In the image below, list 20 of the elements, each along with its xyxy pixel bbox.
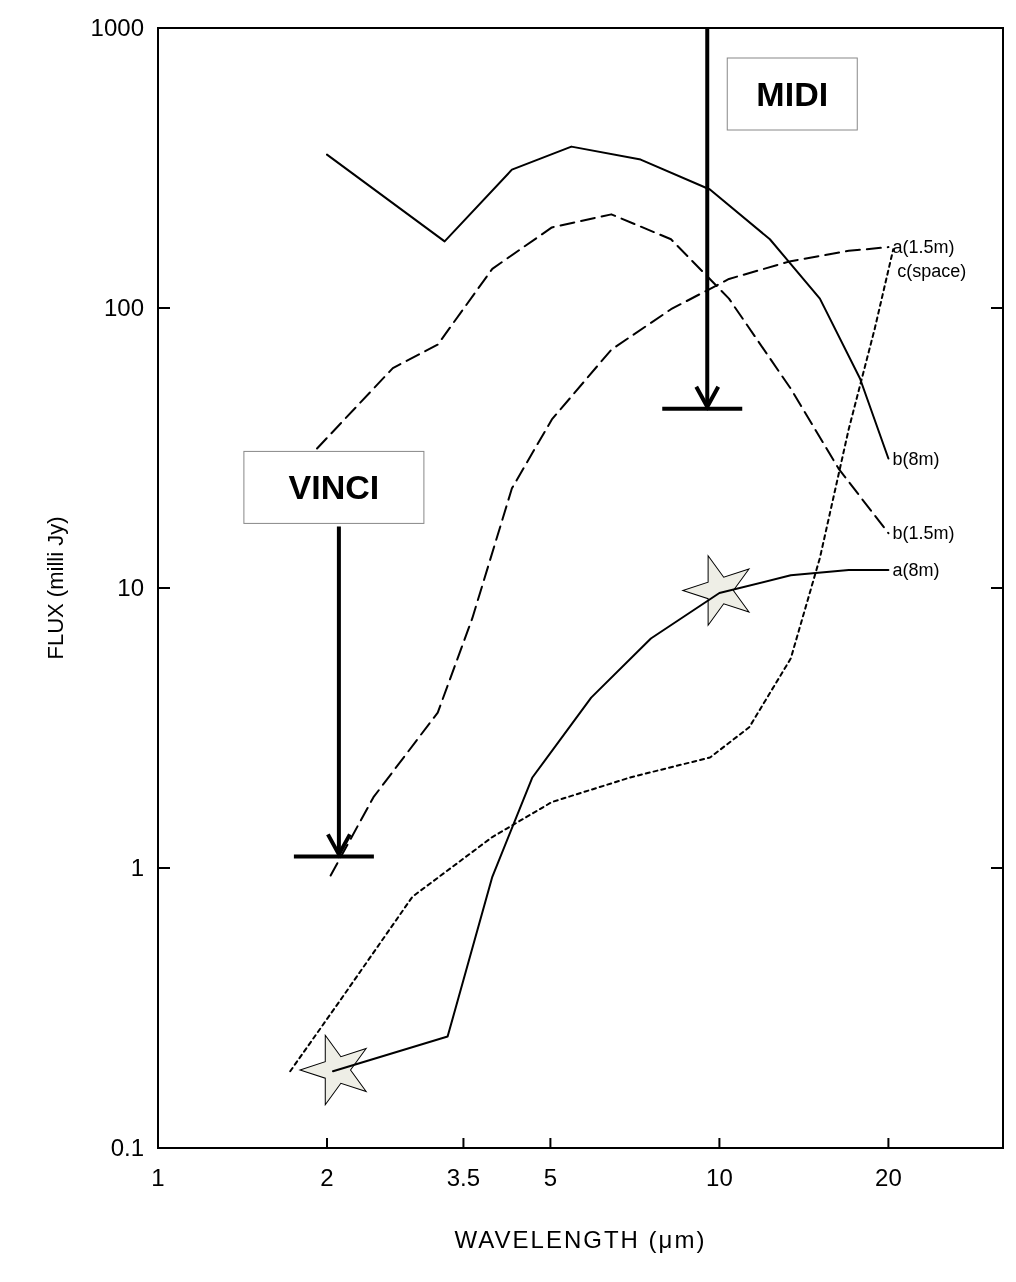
y-tick-label: 0.1 [110, 1134, 144, 1161]
series-label: a(1.5m) [892, 237, 955, 258]
annotation: VINCI [288, 468, 380, 507]
y-axis-title: FLUX (milli Jy) [43, 516, 68, 660]
series-label: c(space) [897, 261, 967, 282]
x-tick-label: 3.5 [446, 1164, 481, 1191]
x-tick-label: 10 [706, 1164, 733, 1191]
x-axis-title: WAVELENGTH (μm) [454, 1226, 707, 1253]
x-tick-label: 1 [151, 1164, 165, 1191]
annotation: MIDI [756, 75, 829, 113]
y-tick-label: 1000 [90, 14, 144, 41]
series-label: b(8m) [892, 448, 940, 469]
series-label: a(8m) [892, 559, 940, 580]
y-tick-label: 1 [130, 854, 144, 881]
y-tick-label: 100 [103, 294, 144, 321]
x-tick-label: 5 [543, 1164, 558, 1191]
x-tick-label: 2 [320, 1164, 334, 1191]
y-tick-label: 10 [117, 574, 144, 601]
x-tick-label: 20 [875, 1164, 902, 1191]
series-label: b(1.5m) [892, 523, 955, 544]
